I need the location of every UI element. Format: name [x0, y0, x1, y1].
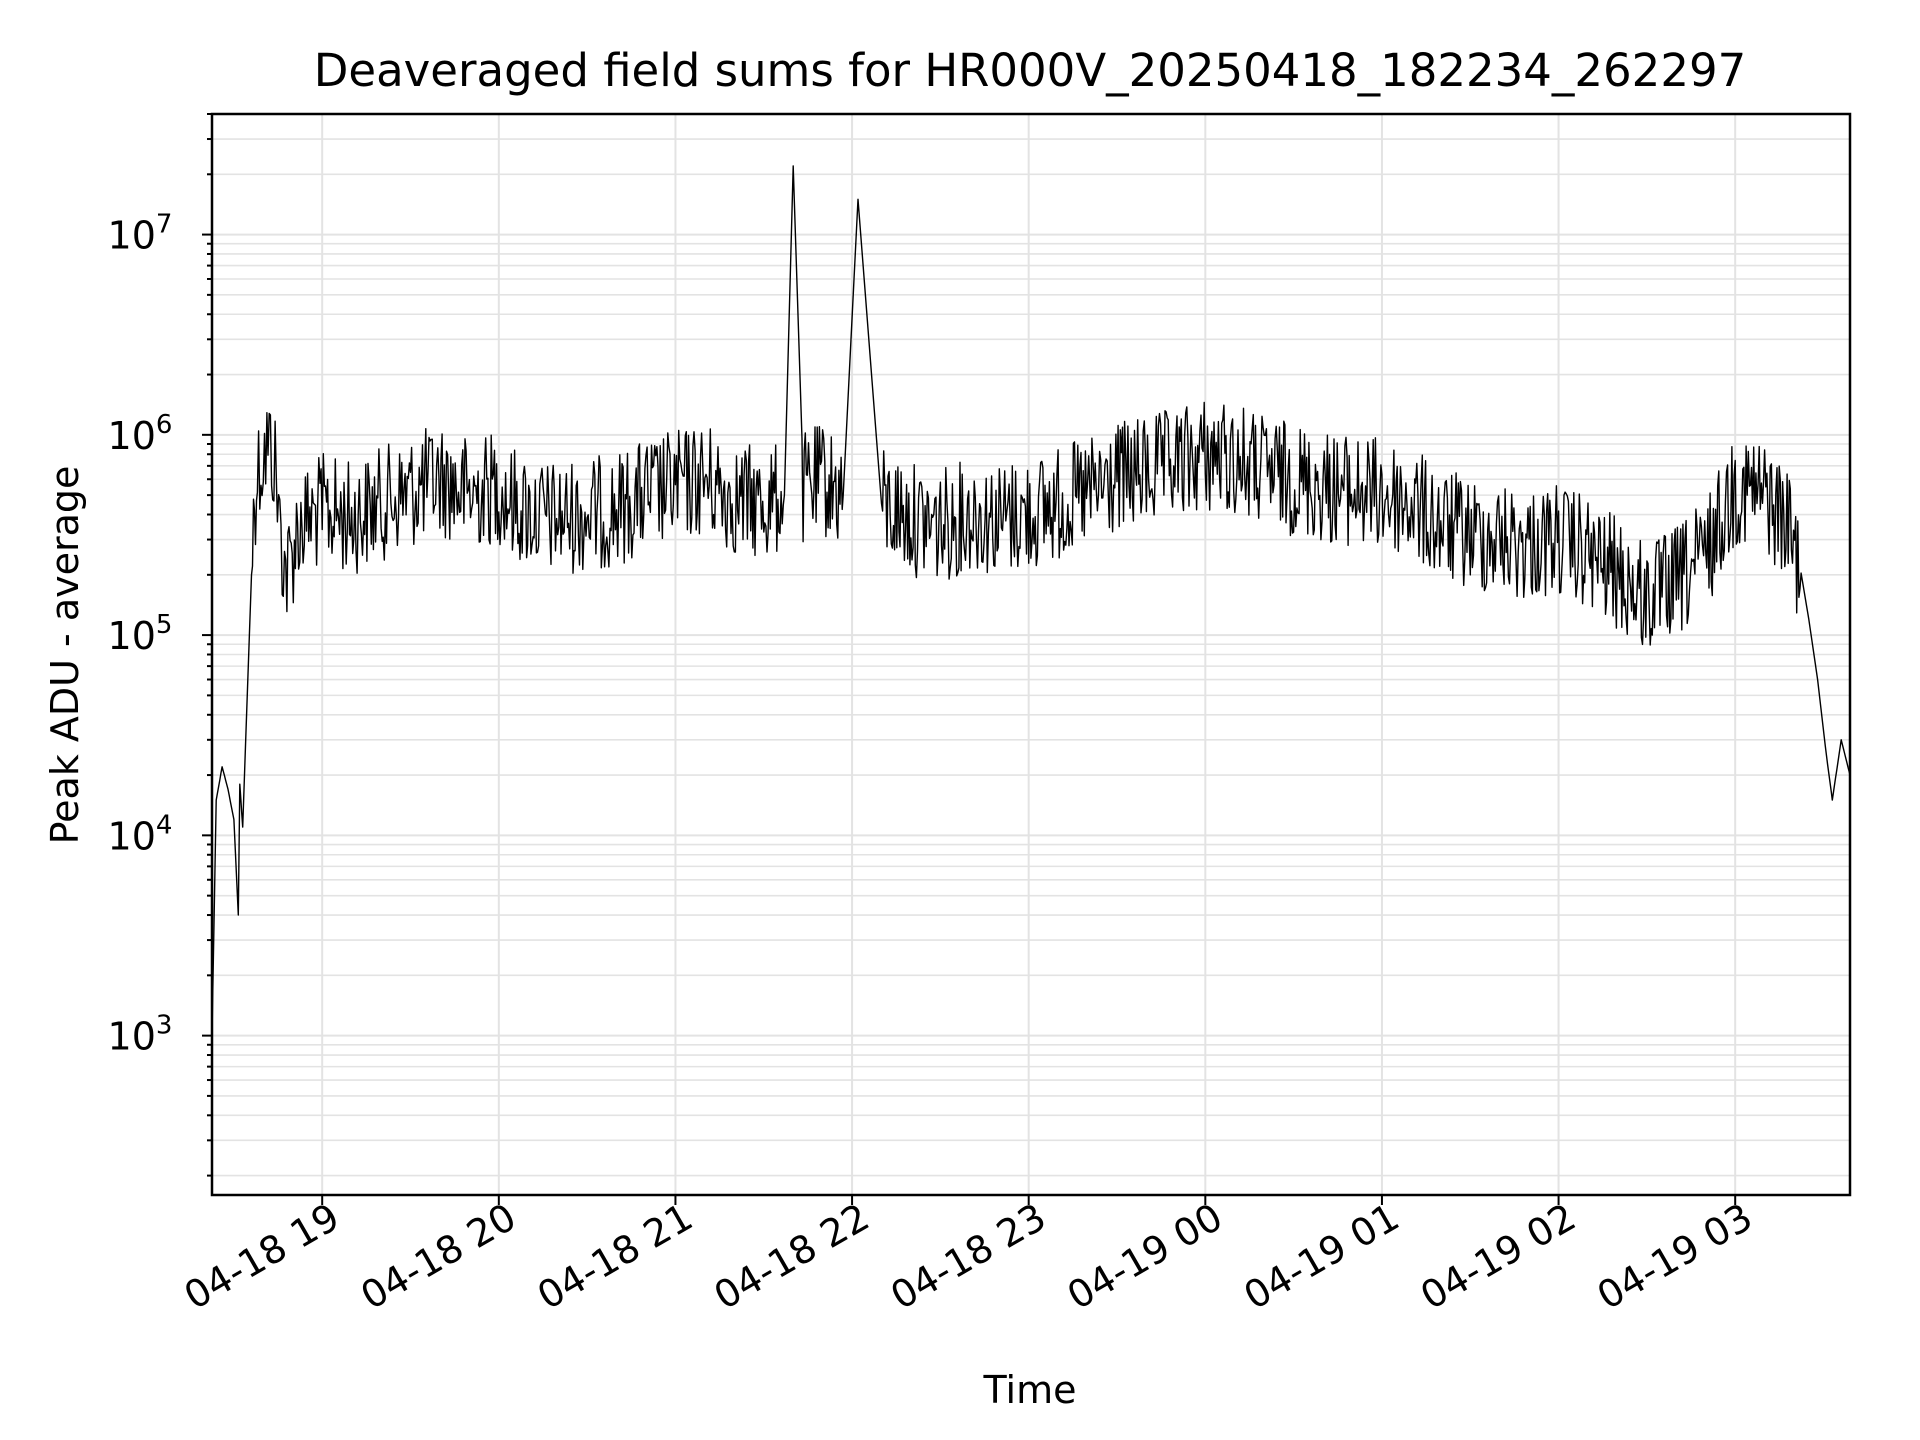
- x-axis-label: Time: [983, 1368, 1077, 1412]
- y-axis-label: Peak ADU - average: [43, 466, 87, 845]
- y-axis-ticks: 103 104 105 106 107: [108, 113, 212, 1177]
- series-line: [211, 165, 1851, 1036]
- plot-frame: [210, 112, 1852, 1197]
- grid-lines: [212, 113, 1850, 1195]
- y-tick-label: 107: [108, 210, 173, 258]
- y-tick-label: 104: [108, 810, 173, 858]
- y-tick-label: 105: [108, 610, 173, 658]
- data-series: [211, 165, 1851, 1036]
- y-tick-label: 103: [108, 1011, 173, 1059]
- y-tick-label: 106: [108, 410, 173, 458]
- chart-title: Deaveraged field sums for HR000V_2025041…: [314, 44, 1746, 97]
